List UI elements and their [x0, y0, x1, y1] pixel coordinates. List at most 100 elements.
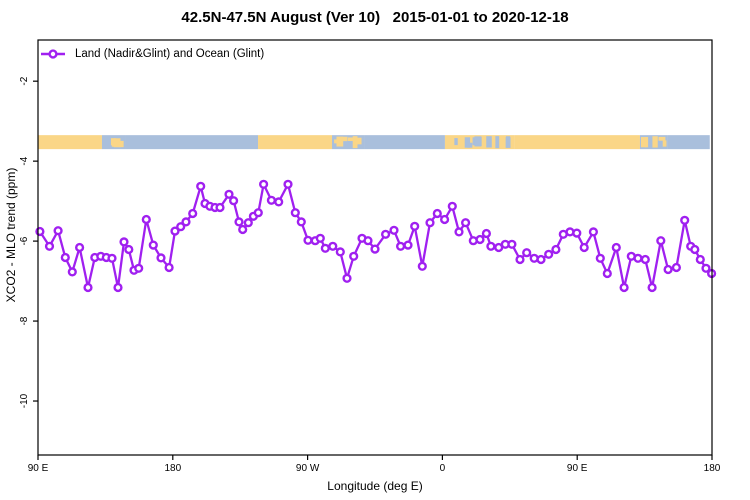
data-point — [141, 214, 151, 225]
data-point — [551, 244, 561, 255]
surface-band-segment — [364, 135, 445, 150]
surface-band-segment — [667, 135, 710, 150]
data-point — [461, 218, 471, 228]
y-tick-label: -4 — [19, 156, 30, 165]
data-point — [579, 242, 589, 253]
data-point — [389, 225, 399, 235]
data-point — [274, 197, 284, 207]
data-point — [417, 261, 427, 271]
data-point — [113, 282, 123, 293]
data-point — [290, 208, 300, 218]
data-point — [403, 240, 413, 250]
data-point — [148, 240, 158, 250]
y-tick-label: -2 — [19, 76, 30, 85]
data-point — [156, 253, 166, 263]
data-point — [124, 244, 134, 255]
data-point — [342, 273, 352, 283]
data-point — [432, 208, 442, 219]
data-point — [253, 208, 263, 218]
surface-band-chip — [652, 136, 658, 148]
data-point — [119, 237, 129, 247]
chart-title: 42.5N-47.5N August (Ver 10) 2015-01-01 t… — [181, 9, 569, 26]
legend: Land (Nadir&Glint) and Ocean (Glint) — [40, 48, 264, 60]
data-point — [229, 196, 239, 206]
series-line — [38, 183, 713, 289]
data-point — [296, 217, 306, 227]
surface-band-chip — [334, 139, 341, 144]
data-point — [170, 226, 180, 236]
data-point — [572, 228, 582, 238]
data-point — [410, 221, 420, 231]
data-point — [328, 241, 338, 251]
data-point — [238, 224, 248, 235]
data-point — [701, 263, 711, 273]
data-point — [164, 262, 174, 273]
data-point — [425, 218, 435, 228]
legend-label: Land (Nadir&Glint) and Ocean (Glint) — [75, 48, 265, 60]
data-point — [633, 253, 643, 263]
legend-marker-icon — [41, 49, 65, 59]
surface-band-chip — [347, 137, 355, 142]
data-point — [588, 227, 599, 237]
data-point — [515, 254, 525, 265]
data-point — [363, 236, 373, 246]
surface-band-segment — [125, 135, 259, 150]
surface-band-chip — [486, 136, 492, 148]
data-point — [259, 179, 269, 189]
data-point — [522, 248, 532, 258]
y-tick-label: -8 — [19, 316, 30, 325]
data-point — [349, 251, 359, 261]
data-point — [243, 218, 253, 228]
data-point — [188, 208, 198, 219]
data-point — [234, 217, 244, 227]
data-point — [507, 239, 517, 249]
data-point — [447, 201, 457, 211]
surface-band-chip — [355, 137, 362, 145]
surface-band-segment — [38, 135, 102, 150]
data-point — [640, 254, 650, 265]
data-point — [647, 282, 657, 293]
data-point — [695, 254, 705, 265]
data-point — [370, 244, 380, 254]
data-point — [60, 252, 70, 263]
surface-band-chip — [658, 136, 666, 141]
data-point — [196, 181, 206, 191]
data-point — [224, 189, 234, 199]
surface-band-segment — [514, 135, 640, 150]
data-point — [690, 244, 700, 255]
surface-band-chip — [662, 140, 667, 147]
data-point — [475, 234, 485, 245]
data-point — [536, 254, 546, 265]
data-point — [656, 236, 666, 246]
y-axis-label: XCO2 - MLO trend (ppm) — [4, 167, 18, 303]
x-tick-label: 180 — [704, 463, 721, 474]
surface-band-chip — [644, 137, 649, 148]
x-tick-label: 180 — [164, 463, 181, 474]
data-point — [83, 282, 93, 293]
surface-band-chip — [474, 136, 482, 147]
surface-band-chip — [464, 137, 471, 148]
data-point — [481, 228, 492, 239]
data-point — [134, 263, 144, 273]
data-point — [266, 195, 277, 205]
data-point — [619, 282, 629, 293]
data-point — [320, 243, 330, 253]
data-point — [303, 235, 313, 245]
data-point — [335, 247, 345, 257]
data-point — [67, 267, 77, 277]
data-point — [454, 227, 464, 237]
data-point — [53, 226, 63, 236]
x-tick-label: 0 — [440, 463, 446, 474]
data-point — [595, 253, 605, 263]
x-tick-label: 90 E — [567, 463, 588, 474]
data-point — [315, 233, 325, 243]
data-point — [486, 241, 496, 251]
y-tick-label: -6 — [19, 236, 30, 245]
surface-band-chip — [495, 136, 500, 149]
surface-band-chip — [352, 136, 358, 149]
data-point — [544, 249, 554, 259]
x-tick-label: 90 E — [28, 463, 49, 474]
data-point — [74, 242, 85, 253]
